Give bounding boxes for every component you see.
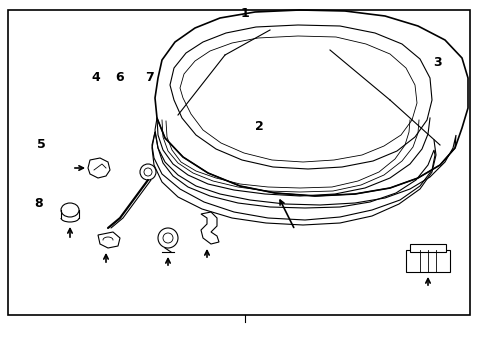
Text: 3: 3 <box>432 57 441 69</box>
Text: 5: 5 <box>37 138 46 150</box>
Bar <box>405 250 449 272</box>
Text: 2: 2 <box>254 120 263 132</box>
Bar <box>409 244 445 252</box>
Bar <box>8 10 469 315</box>
Text: 6: 6 <box>115 71 124 84</box>
Text: 7: 7 <box>144 71 153 84</box>
Text: 4: 4 <box>91 71 100 84</box>
Text: 8: 8 <box>34 197 42 210</box>
Text: 1: 1 <box>240 7 248 20</box>
